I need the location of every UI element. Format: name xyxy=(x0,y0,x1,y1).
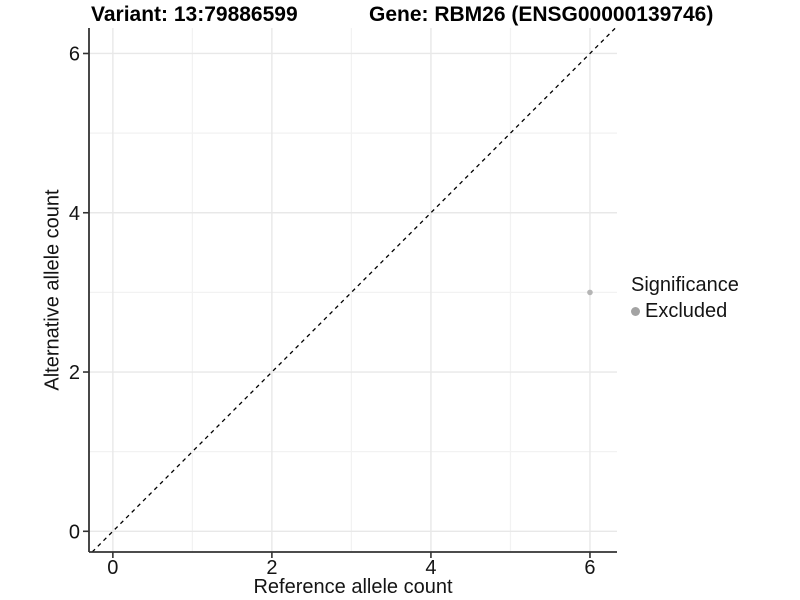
y-tick-label: 4 xyxy=(69,203,80,225)
legend: Significance Excluded xyxy=(631,274,739,323)
gene-title: Gene: RBM26 (ENSG00000139746) xyxy=(369,3,714,26)
x-tick-label: 0 xyxy=(107,557,118,579)
x-tick-label: 2 xyxy=(266,557,277,579)
x-axis-title: Reference allele count xyxy=(253,576,453,598)
x-tick-label: 6 xyxy=(584,557,595,579)
variant-title: Variant: 13:79886599 xyxy=(91,3,298,26)
data-point xyxy=(587,289,593,296)
y-axis-title: Alternative allele count xyxy=(41,189,64,391)
legend-item: Excluded xyxy=(631,300,739,323)
legend-dot-icon xyxy=(631,307,640,316)
y-tick-label: 2 xyxy=(69,362,80,384)
x-tick-label: 4 xyxy=(425,557,436,579)
identity-dashed-line xyxy=(91,27,616,553)
legend-title: Significance xyxy=(631,274,739,296)
y-tick-label: 6 xyxy=(69,43,80,65)
legend-item-label: Excluded xyxy=(645,300,728,322)
y-tick-label: 0 xyxy=(69,521,80,543)
